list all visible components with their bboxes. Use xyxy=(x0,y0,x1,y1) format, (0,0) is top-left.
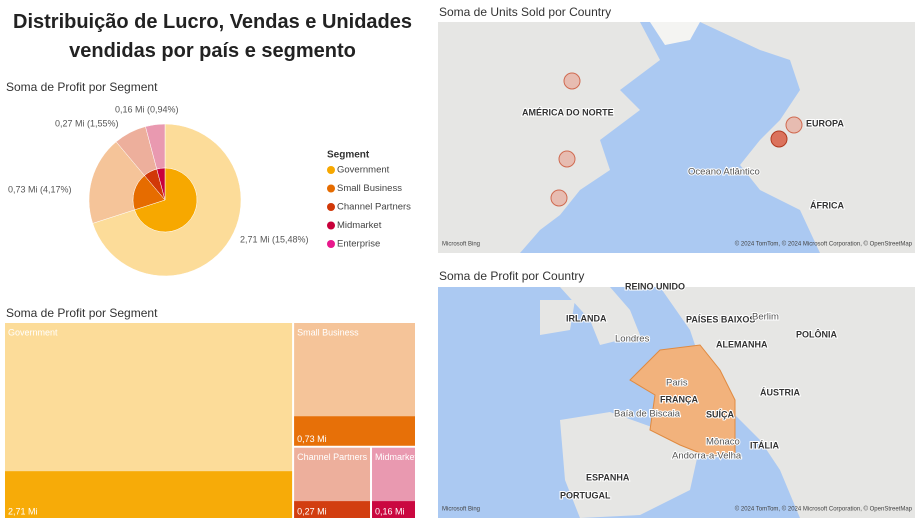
legend-marker xyxy=(327,221,335,230)
treemap-tile-band xyxy=(372,501,415,518)
map-attribution: © 2024 TomTom, © 2024 Microsoft Corporat… xyxy=(735,241,913,248)
bubble xyxy=(770,130,788,148)
map-label: Oceano Atlântico xyxy=(688,167,760,178)
treemap-category: Government xyxy=(8,327,58,337)
legend-marker xyxy=(327,240,335,248)
donut-inner-slice xyxy=(156,167,166,201)
data-label: 2,71 Mi (15,48%) xyxy=(240,234,309,244)
legend-marker xyxy=(327,184,335,193)
legend-title: Segment xyxy=(327,150,370,161)
land xyxy=(560,287,640,345)
map-title: Soma de Profit por Country xyxy=(439,269,584,283)
map-title: Soma de Units Sold por Country xyxy=(439,5,611,19)
legend-marker xyxy=(327,166,335,174)
map-label: Andorra-a-Velha xyxy=(672,451,742,462)
map-label: PAÍSES BAIXOS xyxy=(686,314,755,324)
map-label: Baía de Biscaia xyxy=(614,409,681,420)
map-provider: Microsoft Bing xyxy=(442,242,480,248)
data-label: 0,73 Mi (4,17%) xyxy=(8,184,72,194)
map-label: ÁFRICA xyxy=(810,200,844,210)
map-label: Mônaco xyxy=(706,437,740,448)
map-label: SUÍÇA xyxy=(706,409,735,419)
donut-inner-slice xyxy=(134,167,198,233)
donut-title: Soma de Profit por Segment xyxy=(6,80,158,94)
bubble xyxy=(563,72,581,90)
map-label: AMÉRICA DO NORTE xyxy=(522,107,614,117)
map-label: Paris xyxy=(666,378,688,389)
bubble xyxy=(550,189,568,207)
treemap-category: Midmarket xyxy=(375,452,418,462)
land xyxy=(700,22,915,253)
legend-label: Small Business xyxy=(337,183,402,194)
treemap-tile-band xyxy=(294,416,415,446)
bubble xyxy=(785,116,803,134)
treemap-value: 0,27 Mi xyxy=(297,506,327,516)
land xyxy=(540,300,575,335)
treemap-tile-band xyxy=(5,471,293,518)
legend-label: Government xyxy=(337,165,390,176)
treemap-value: 2,71 Mi xyxy=(8,506,38,516)
map-label: FRANÇA xyxy=(660,394,698,404)
treemap-category: Channel Partners xyxy=(297,452,368,462)
legend-label: Enterprise xyxy=(337,239,380,250)
highlighted-country xyxy=(629,344,736,456)
treemap-value: 0,73 Mi xyxy=(297,434,327,444)
map-label: ÁUSTRIA xyxy=(760,387,800,397)
page-title: Distribuição de Lucro, Vendas e Unidades… xyxy=(13,11,412,62)
map-label: Berlim xyxy=(752,312,779,323)
data-label: 0,27 Mi (1,55%) xyxy=(55,118,119,128)
map-label: PORTUGAL xyxy=(560,490,611,500)
map-label: Londres xyxy=(615,334,650,345)
bubble xyxy=(558,150,576,168)
map-label: EUROPA xyxy=(806,118,844,128)
treemap-value: 0,16 Mi xyxy=(375,506,405,516)
legend-marker xyxy=(327,203,335,211)
treemap-tile-band xyxy=(294,501,371,518)
map-label: IRLANDA xyxy=(566,313,607,323)
map-label: ESPANHA xyxy=(586,472,630,482)
map-label: POLÔNIA xyxy=(796,328,838,339)
land xyxy=(438,22,660,253)
legend-label: Channel Partners xyxy=(337,202,411,213)
map-label: REINO UNIDO xyxy=(625,281,685,291)
map-provider: Microsoft Bing xyxy=(442,507,480,513)
treemap-title: Soma de Profit por Segment xyxy=(6,306,158,320)
treemap-category: Small Business xyxy=(297,327,359,337)
map-label: ALEMANHA xyxy=(716,339,768,349)
legend-label: Midmarket xyxy=(337,220,382,231)
data-label: 0,16 Mi (0,94%) xyxy=(115,104,179,114)
land xyxy=(560,412,700,518)
land xyxy=(660,287,915,518)
map-label: ITÁLIA xyxy=(750,440,779,450)
land xyxy=(650,22,700,45)
donut-inner-slice xyxy=(132,175,166,211)
map-attribution: © 2024 TomTom, © 2024 Microsoft Corporat… xyxy=(735,506,913,513)
